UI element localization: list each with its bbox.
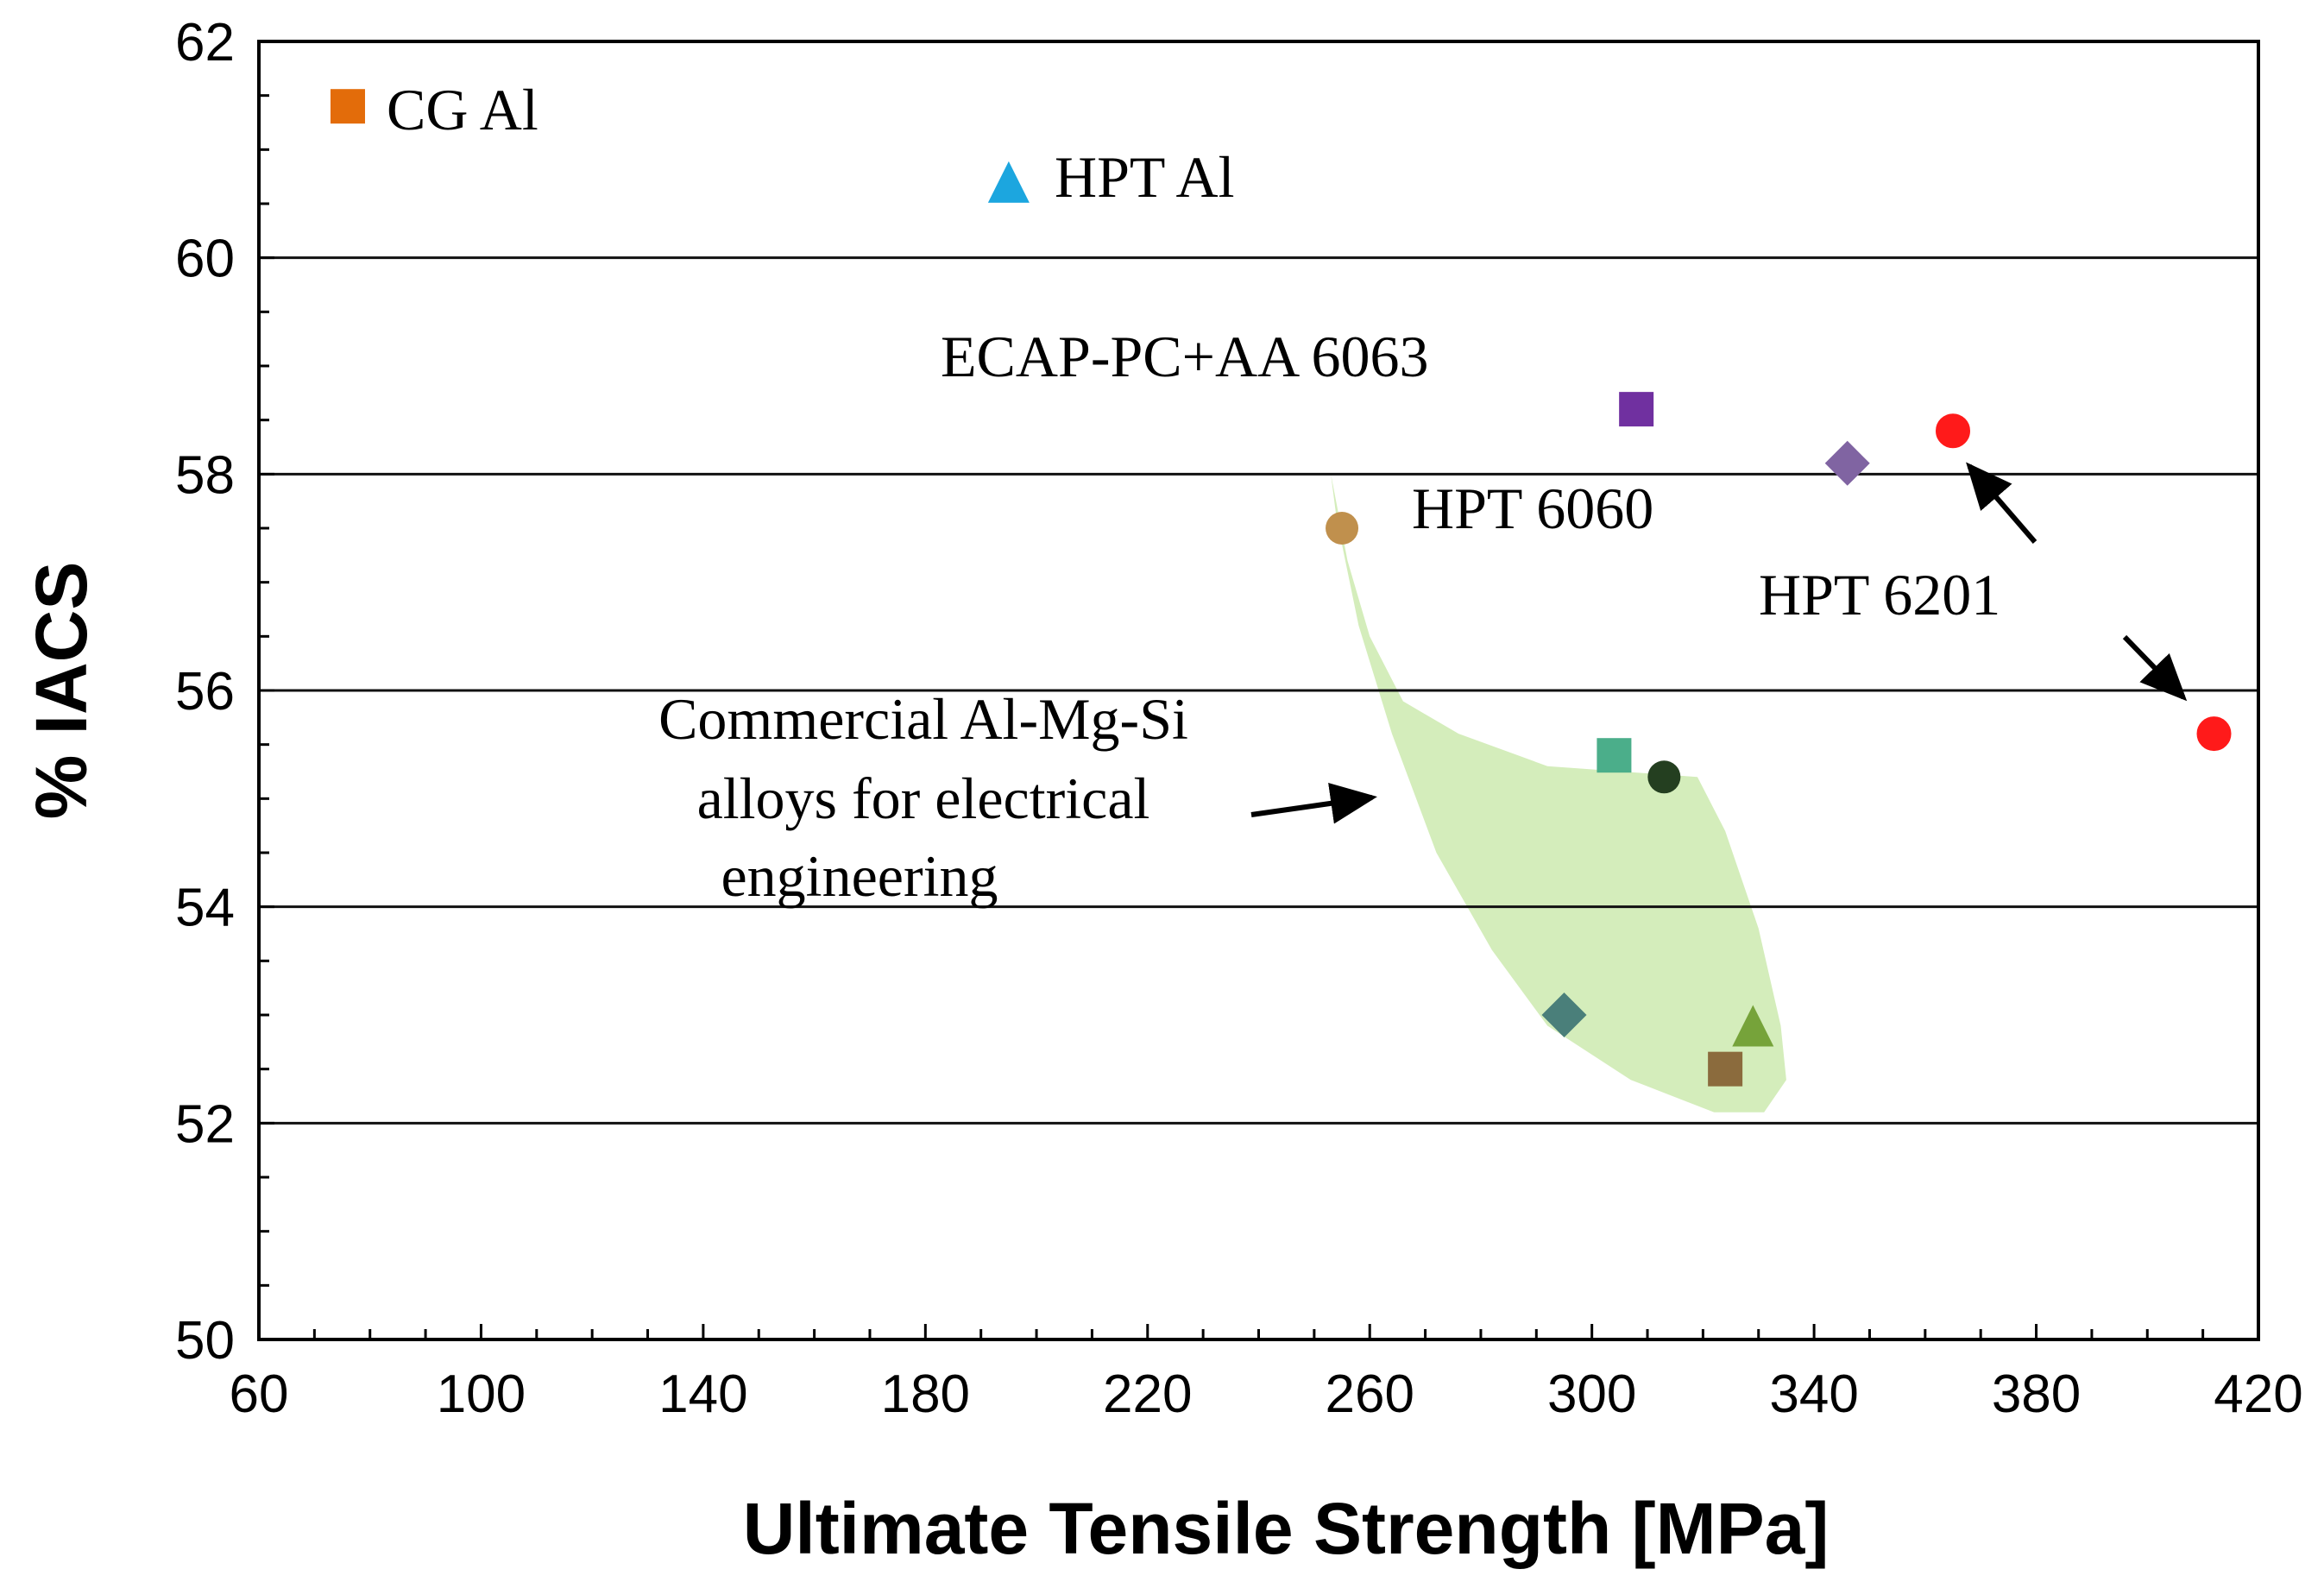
annotation-commercial-line3: engineering [721, 843, 998, 909]
point-commercial-3 [1647, 760, 1681, 794]
y-axis-title: % IACS [21, 562, 102, 820]
x-tick-label-340: 340 [1769, 1365, 1858, 1424]
arrow-hpt-6201-upper [1966, 462, 2037, 544]
data-points [330, 89, 2235, 1087]
y-tick-label-62: 62 [175, 13, 235, 72]
point-hpt-6201-a [1932, 410, 1974, 452]
point-hpt-6060 [1824, 440, 1870, 486]
x-tick-label-300: 300 [1547, 1365, 1636, 1424]
point-hpt-al [987, 161, 1030, 203]
point-commercial-2 [1597, 738, 1632, 773]
x-tick-label-380: 380 [1992, 1365, 2081, 1424]
x-tick-label-420: 420 [2214, 1365, 2302, 1424]
x-tick-label-60: 60 [230, 1365, 289, 1424]
x-tick-label-260: 260 [1325, 1365, 1414, 1424]
x-axis-title: Ultimate Tensile Strength [MPa] [743, 1488, 1830, 1569]
arrow-commercial [1250, 783, 1377, 824]
point-commercial-5 [1708, 1051, 1743, 1087]
commercial-region-layer [1331, 474, 1786, 1112]
x-tick-label-100: 100 [437, 1365, 526, 1424]
annotation-hpt-al: HPT Al [1055, 144, 1234, 210]
annotation-commercial-line1: Commercial Al-Mg-Si [658, 686, 1188, 752]
point-hpt-6201-b [2193, 713, 2235, 755]
axes [257, 40, 2260, 1341]
point-cg-al [330, 89, 365, 124]
point-commercial-6 [1732, 1005, 1774, 1047]
annotation-hpt-6060: HPT 6060 [1412, 476, 1653, 541]
arrow-hpt-6201-lower [2122, 634, 2188, 702]
y-tick-label-58: 58 [175, 445, 235, 505]
y-tick-label-52: 52 [175, 1094, 235, 1154]
y-tick-label-56: 56 [175, 662, 235, 722]
commercial-alloy-region [1331, 474, 1786, 1112]
tick-labels: 60 100 140 180 220 260 300 340 380 420 50 52 54 56 58 6… [175, 13, 2303, 1424]
annotation-cg-al: CG Al [387, 77, 538, 142]
annotation-commercial-line2: alloys for electrical [697, 766, 1150, 831]
gridlines [259, 256, 2258, 1125]
annotation-hpt-6201: HPT 6201 [1759, 562, 2000, 627]
point-commercial-4 [1541, 993, 1587, 1037]
point-commercial-1 [1326, 512, 1359, 545]
point-ecap-6063 [1619, 392, 1654, 427]
x-tick-label-220: 220 [1103, 1365, 1192, 1424]
x-tick-label-140: 140 [658, 1365, 747, 1424]
y-tick-label-60: 60 [175, 230, 235, 289]
y-tick-label-50: 50 [175, 1311, 235, 1371]
y-tick-label-54: 54 [175, 879, 235, 938]
x-tick-label-180: 180 [881, 1365, 970, 1424]
annotation-ecap-6063: ECAP-PC+AA 6063 [941, 324, 1428, 389]
